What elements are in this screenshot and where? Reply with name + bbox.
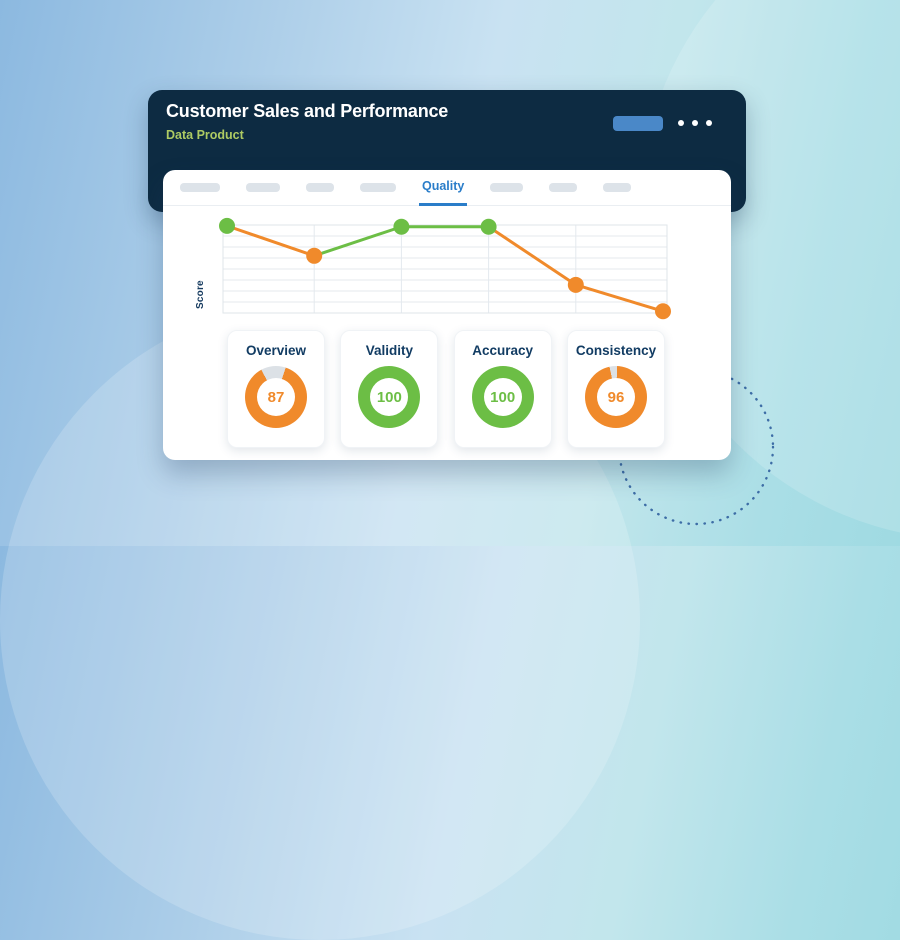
donut-hole: 100 [370, 378, 409, 416]
metric-label: Accuracy [472, 343, 534, 358]
more-options-button[interactable] [678, 109, 726, 137]
page-title: Customer Sales and Performance [166, 101, 449, 121]
metric-value: 87 [267, 388, 285, 406]
donut-chart: 100 [358, 366, 421, 428]
donut-hole: 87 [257, 378, 295, 416]
metric-card-consistency: Consistency 96 [566, 330, 665, 448]
donut-hole: 100 [483, 378, 522, 416]
tab-placeholder-7[interactable] [603, 183, 632, 192]
tab-quality[interactable]: Quality [419, 170, 468, 206]
metric-label: Validity [365, 343, 413, 358]
tab-placeholder-4[interactable] [360, 183, 396, 192]
tab-placeholder-2[interactable] [246, 183, 280, 192]
score-chart-area: Score [163, 206, 731, 330]
more-options-icon [692, 120, 698, 126]
donut-chart: 100 [471, 366, 534, 428]
tab-placeholder-3[interactable] [306, 183, 334, 192]
metric-value: 100 [490, 388, 516, 406]
more-options-icon [706, 120, 712, 126]
donut-chart: 87 [245, 366, 307, 428]
donut-hole: 96 [596, 378, 635, 416]
more-options-icon [678, 120, 684, 126]
dashboard-panel: Quality Score Overview 87 Validity 100 [163, 170, 731, 460]
metric-label: Overview [245, 343, 307, 358]
tab-placeholder-6[interactable] [549, 183, 578, 192]
tab-placeholder-5[interactable] [490, 183, 524, 192]
quality-line-chart [219, 217, 671, 320]
metric-value: 96 [607, 388, 625, 406]
metrics-row: Overview 87 Validity 100 Accuracy 100 [163, 330, 731, 448]
metric-card-overview: Overview 87 [227, 330, 325, 448]
metric-label: Consistency [575, 343, 657, 358]
tab-placeholder-1[interactable] [180, 183, 220, 192]
metric-value: 100 [376, 388, 402, 406]
background: { "header": { "title": "Customer Sales a… [0, 0, 900, 546]
metric-card-validity: Validity 100 [340, 330, 439, 448]
data-product-subtitle: Data Product [166, 128, 244, 142]
donut-chart: 96 [584, 366, 647, 428]
primary-action-button[interactable] [613, 116, 663, 131]
tab-bar: Quality [163, 170, 731, 206]
metric-card-accuracy: Accuracy 100 [453, 330, 552, 448]
